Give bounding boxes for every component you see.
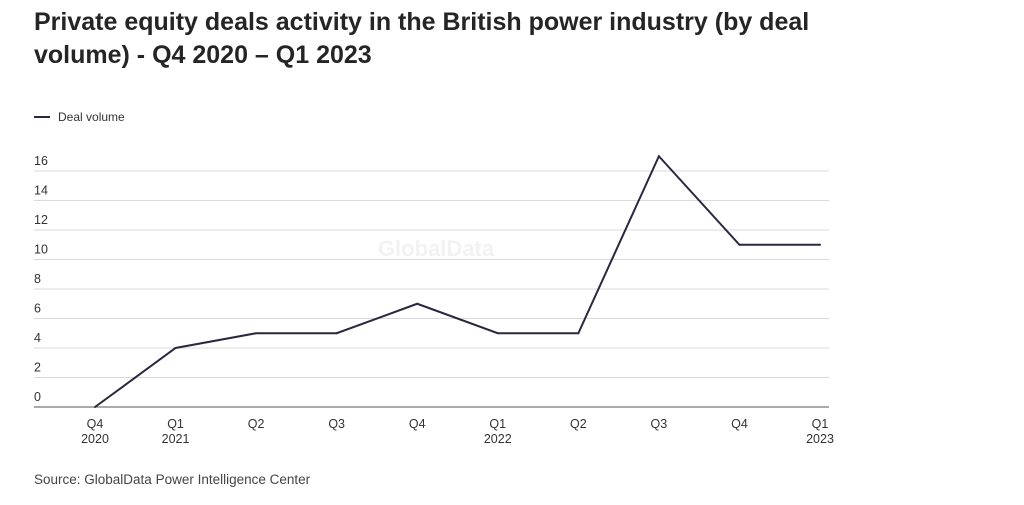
x-tick-label-9-0: Q1 [812,417,829,431]
series-line-deal-volume [94,154,820,408]
data-point-0 [94,406,96,408]
x-tick-label-1-1: 2021 [162,432,190,446]
x-tick-label-5-1: 2022 [484,432,512,446]
data-point-9 [819,243,821,246]
x-tick-label-0-1: 2020 [81,432,109,446]
x-tick-label-9-1: 2023 [806,432,834,446]
source-note: Source: GlobalData Power Intelligence Ce… [34,472,311,487]
y-tick-label-2: 2 [34,361,41,375]
data-point-3 [335,332,338,335]
data-point-6 [577,332,580,335]
x-tick-label-5-0: Q1 [489,417,506,431]
x-tick-label-4-0: Q4 [409,417,426,431]
data-point-2 [255,332,258,335]
data-point-5 [496,332,499,335]
x-tick-label-3-0: Q3 [328,417,345,431]
y-tick-label-12: 12 [34,213,48,227]
x-tick-label-8-0: Q4 [731,417,748,431]
y-tick-label-14: 14 [34,184,48,198]
y-tick-label-6: 6 [34,302,41,316]
y-tick-label-10: 10 [34,243,48,257]
x-tick-label-7-0: Q3 [651,417,668,431]
data-point-8 [738,243,741,246]
watermark-text: GlobalData [378,236,495,261]
data-point-1 [174,347,177,349]
legend-line-swatch [34,116,50,118]
data-point-7 [657,155,660,158]
y-tick-label-16: 16 [34,154,48,168]
x-tick-label-0-0: Q4 [87,417,104,431]
chart-title: Private equity deals activity in the Bri… [34,8,810,69]
data-point-4 [416,302,419,305]
y-tick-label-4: 4 [34,331,41,345]
chart-legend: Deal volume [34,110,125,124]
y-tick-label-0: 0 [34,390,41,404]
x-tick-label-1-0: Q1 [167,417,184,431]
x-tick-label-6-0: Q2 [570,417,587,431]
x-tick-label-2-0: Q2 [248,417,265,431]
legend-label-deal-volume: Deal volume [58,110,125,124]
y-tick-label-8: 8 [34,272,41,286]
